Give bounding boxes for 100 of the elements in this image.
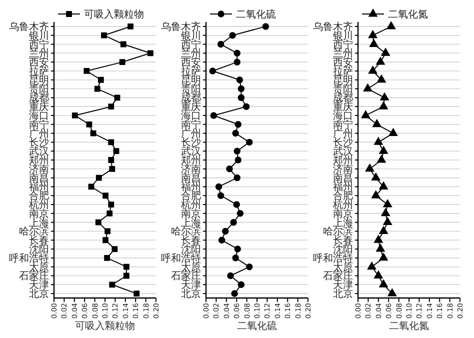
point	[113, 148, 120, 154]
point	[232, 130, 239, 137]
point	[134, 290, 140, 296]
point	[368, 66, 378, 74]
y-tick-label: 拉萨	[333, 65, 353, 78]
point	[128, 24, 134, 30]
point	[234, 58, 240, 66]
point	[238, 94, 245, 102]
point	[236, 76, 244, 84]
point	[238, 281, 245, 288]
point	[112, 246, 118, 252]
point	[377, 155, 386, 163]
point	[227, 272, 234, 280]
y-tick-label: 北京	[29, 288, 49, 300]
point	[108, 202, 114, 208]
point	[371, 190, 380, 198]
point	[114, 94, 120, 101]
point	[84, 68, 90, 74]
point	[242, 103, 250, 110]
point	[102, 237, 108, 244]
y-tick-label: 南京	[29, 208, 49, 220]
point	[234, 121, 242, 128]
y-tick-label: 南京	[181, 208, 201, 220]
point	[379, 182, 388, 190]
point	[234, 50, 240, 57]
point	[379, 146, 388, 154]
point	[90, 130, 96, 136]
point	[109, 166, 116, 172]
point	[372, 119, 382, 128]
y-tick-label: 拉萨	[181, 65, 201, 78]
point	[102, 192, 108, 199]
point	[86, 121, 92, 128]
point	[236, 210, 244, 217]
y-tick-label: 拉萨	[29, 65, 49, 78]
point	[106, 210, 113, 216]
legend-label: 可吸入颗粒物	[84, 8, 144, 20]
point	[262, 23, 270, 30]
point	[377, 74, 386, 83]
point	[383, 200, 392, 208]
point	[238, 85, 245, 92]
point	[215, 183, 222, 190]
point	[386, 21, 396, 30]
point	[376, 57, 385, 65]
point	[88, 184, 94, 190]
point	[95, 219, 102, 226]
point	[381, 208, 390, 216]
point	[374, 137, 383, 145]
point	[376, 244, 385, 252]
point	[104, 254, 110, 261]
legend-label: 二氧化硫	[236, 8, 276, 20]
point	[108, 157, 114, 163]
point	[104, 228, 110, 234]
point	[369, 39, 378, 47]
point	[233, 201, 240, 208]
point	[222, 228, 229, 235]
point	[120, 41, 126, 48]
point	[72, 112, 78, 118]
point	[379, 252, 388, 261]
point	[374, 235, 383, 243]
point	[94, 86, 100, 92]
point	[234, 246, 241, 252]
point	[108, 104, 114, 110]
y-tick-label: 南宁	[29, 118, 49, 131]
point	[234, 148, 240, 154]
y-tick-label: 北京	[181, 288, 201, 300]
x-axis-title: 可吸入颗粒物	[75, 320, 135, 332]
point	[379, 226, 388, 234]
x-axis-title: 二氧化氮	[389, 320, 429, 332]
y-tick-label: 北京	[333, 288, 353, 300]
point	[234, 174, 240, 182]
point	[367, 262, 376, 270]
point	[232, 254, 239, 262]
y-tick-label: 昆明	[181, 75, 201, 86]
point	[246, 138, 253, 146]
point	[380, 92, 389, 100]
point	[123, 264, 130, 270]
point	[218, 236, 226, 244]
point	[108, 139, 114, 146]
point	[379, 280, 388, 288]
point	[217, 192, 224, 199]
point	[230, 218, 237, 226]
point	[388, 128, 398, 136]
point	[388, 288, 397, 296]
point	[101, 32, 107, 38]
point	[371, 172, 380, 181]
point	[361, 110, 370, 118]
point	[383, 217, 392, 226]
point	[368, 30, 378, 38]
point	[217, 40, 224, 48]
y-tick-label: 昆明	[333, 75, 353, 86]
point	[229, 32, 236, 39]
point	[109, 282, 116, 288]
point	[147, 50, 154, 56]
point	[123, 272, 130, 279]
y-tick-label: 南宁	[181, 118, 201, 131]
point	[365, 164, 374, 172]
y-tick-label: 南京	[333, 208, 353, 220]
point	[226, 166, 233, 172]
point	[210, 112, 218, 119]
legend-label: 二氧化氮	[388, 8, 428, 20]
